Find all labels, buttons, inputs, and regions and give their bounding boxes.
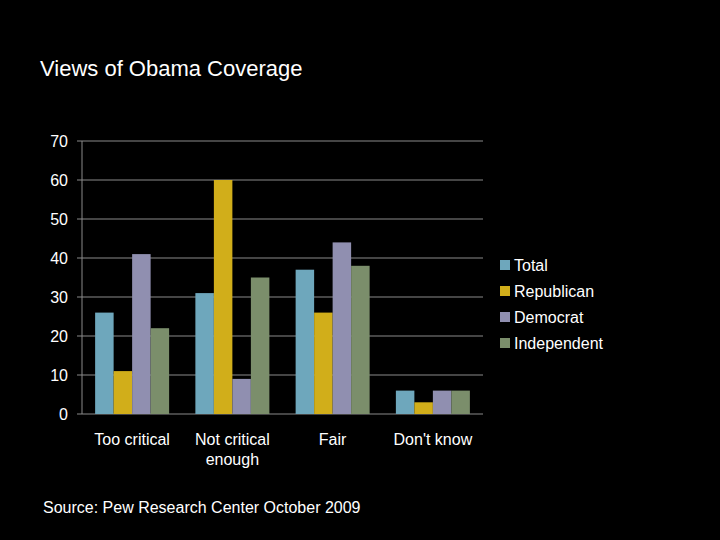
tick-mark (77, 141, 82, 142)
grid-line (82, 180, 483, 181)
tick-mark (77, 336, 82, 337)
tick-label: 50 (50, 211, 68, 228)
legend-swatch (500, 312, 510, 322)
bar (95, 313, 114, 414)
tick-label: 40 (50, 250, 68, 267)
bar (296, 270, 315, 414)
tick-mark (77, 258, 82, 259)
source: Source: Pew Research Center October 2009 (43, 499, 361, 516)
bar (114, 371, 133, 414)
grid-line (82, 141, 483, 142)
legend-label: Total (514, 257, 548, 274)
grid-line (82, 219, 483, 220)
tick-label: 70 (50, 133, 68, 150)
category-label: Not critical enough (182, 430, 282, 470)
bar (451, 391, 470, 414)
legend-label: Republican (514, 283, 594, 300)
bar (351, 266, 370, 414)
bar (414, 402, 433, 414)
legend-swatch (500, 286, 510, 296)
tick-label: 10 (50, 367, 68, 384)
chart: Views of Obama Coverage 0 10 20 30 40 50 60 70 To… (0, 0, 720, 540)
tick-mark (77, 375, 82, 376)
tick-label: 20 (50, 328, 68, 345)
tick-label: 60 (50, 172, 68, 189)
bar (151, 328, 170, 414)
bar (433, 391, 452, 414)
bar (132, 254, 151, 414)
bar (214, 180, 233, 414)
bar (396, 391, 415, 414)
title: Views of Obama Coverage (40, 56, 303, 81)
category-label: Too critical (82, 430, 182, 450)
tick-label: 0 (59, 406, 68, 423)
tick-label: 30 (50, 289, 68, 306)
legend-label: Independent (514, 335, 604, 352)
legend-label: Democrat (514, 309, 584, 326)
bar (195, 293, 214, 414)
bars (95, 180, 470, 414)
legend-swatch (500, 260, 510, 270)
y-axis (82, 141, 83, 414)
tick-mark (77, 180, 82, 181)
bar (232, 379, 251, 414)
category-label: Fair (283, 430, 383, 450)
tick-mark (77, 297, 82, 298)
bar (314, 313, 333, 414)
tick-mark (77, 414, 82, 415)
legend-swatch (500, 338, 510, 348)
bar (333, 242, 352, 414)
category-label: Don't know (383, 430, 483, 450)
bar (251, 278, 270, 415)
tick-mark (77, 219, 82, 220)
